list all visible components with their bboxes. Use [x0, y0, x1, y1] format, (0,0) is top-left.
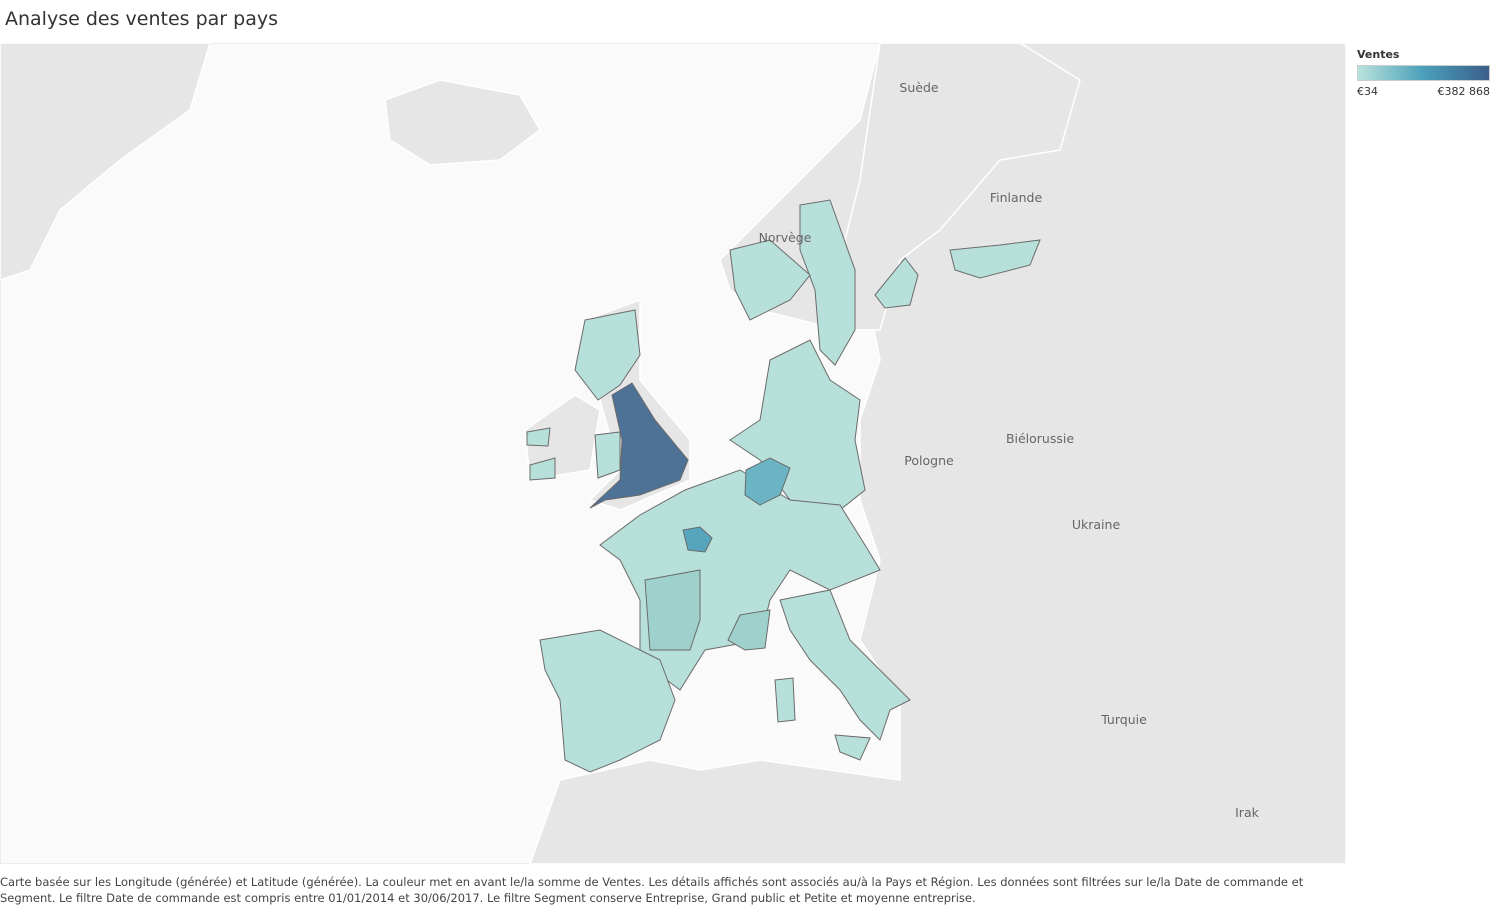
regions [526, 199, 1041, 773]
dashboard-title: Analyse des ventes par pays [5, 8, 278, 30]
country-labels: Suède Finlande Norvège Pologne Biéloruss… [759, 80, 1260, 820]
country-label: Biélorussie [1006, 431, 1074, 446]
map-caption: Carte basée sur les Longitude (générée) … [0, 875, 1304, 905]
country-label: Irak [1235, 805, 1259, 820]
country-label: Ukraine [1072, 517, 1121, 532]
country-label: Norvège [759, 230, 812, 245]
legend-max: €382 868 [1437, 85, 1491, 98]
legend-min: €34 [1357, 85, 1378, 98]
legend-gradient [1357, 65, 1490, 81]
country-label: Finlande [990, 190, 1043, 205]
country-label: Suède [899, 80, 938, 95]
color-legend: Ventes €34 €382 868 [1357, 48, 1493, 98]
country-label: Pologne [904, 453, 954, 468]
legend-labels: €34 €382 868 [1357, 85, 1490, 98]
country-label: Turquie [1100, 712, 1147, 727]
legend-title: Ventes [1357, 48, 1400, 61]
map: Suède Finlande Norvège Pologne Biéloruss… [0, 43, 1346, 864]
